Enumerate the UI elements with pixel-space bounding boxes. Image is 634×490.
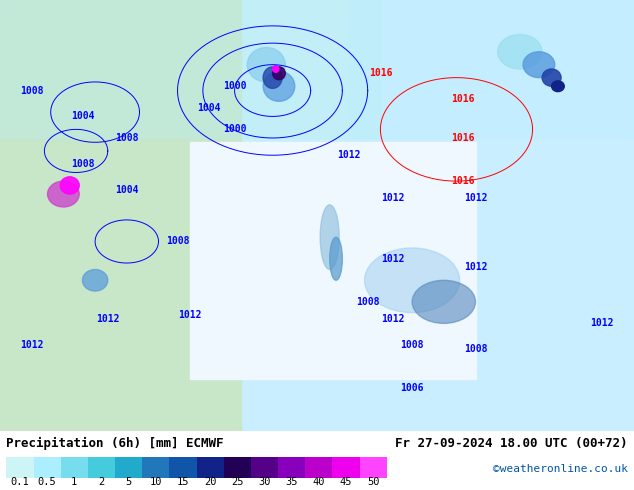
- Text: 1012: 1012: [381, 314, 405, 324]
- Bar: [88, 457, 115, 478]
- Bar: [278, 457, 305, 478]
- Text: 1008: 1008: [356, 297, 380, 307]
- Ellipse shape: [552, 81, 564, 92]
- Text: 10: 10: [150, 476, 162, 487]
- Text: 2: 2: [98, 476, 105, 487]
- Bar: [190, 142, 476, 379]
- Text: 50: 50: [367, 476, 379, 487]
- Text: 1: 1: [71, 476, 77, 487]
- Text: 1008: 1008: [165, 237, 190, 246]
- Text: 1016: 1016: [451, 176, 475, 186]
- Text: Fr 27-09-2024 18.00 UTC (00+72): Fr 27-09-2024 18.00 UTC (00+72): [395, 437, 628, 450]
- Text: 45: 45: [340, 476, 353, 487]
- Ellipse shape: [523, 52, 555, 77]
- Bar: [197, 457, 224, 478]
- Text: 0.1: 0.1: [11, 476, 29, 487]
- Ellipse shape: [273, 66, 279, 72]
- Ellipse shape: [365, 248, 460, 313]
- Bar: [142, 457, 169, 478]
- Text: 1006: 1006: [400, 383, 424, 393]
- Bar: [61, 457, 88, 478]
- Text: 1012: 1012: [463, 262, 488, 272]
- Ellipse shape: [412, 280, 476, 323]
- Text: 1000: 1000: [223, 81, 247, 91]
- Ellipse shape: [330, 237, 342, 280]
- Ellipse shape: [60, 177, 79, 194]
- Text: 1012: 1012: [381, 194, 405, 203]
- Text: 1000: 1000: [223, 124, 247, 134]
- Bar: [349, 0, 634, 138]
- Ellipse shape: [273, 67, 285, 80]
- Ellipse shape: [82, 270, 108, 291]
- Text: 20: 20: [204, 476, 216, 487]
- Text: 1012: 1012: [381, 254, 405, 264]
- Bar: [34, 457, 61, 478]
- Text: 1008: 1008: [400, 340, 424, 350]
- Bar: [305, 457, 332, 478]
- Text: 5: 5: [126, 476, 132, 487]
- FancyArrow shape: [387, 458, 396, 477]
- Text: 1012: 1012: [463, 194, 488, 203]
- Text: ©weatheronline.co.uk: ©weatheronline.co.uk: [493, 464, 628, 473]
- Text: 1012: 1012: [590, 318, 614, 328]
- Text: 15: 15: [177, 476, 189, 487]
- Bar: [251, 457, 278, 478]
- Text: 30: 30: [258, 476, 271, 487]
- Text: 1004: 1004: [197, 103, 221, 113]
- Text: 1008: 1008: [20, 86, 44, 96]
- Bar: [6, 457, 34, 478]
- Text: 1008: 1008: [463, 344, 488, 354]
- Text: 1016: 1016: [368, 68, 392, 78]
- Bar: [0, 0, 380, 138]
- Text: 1008: 1008: [70, 159, 94, 169]
- Ellipse shape: [48, 181, 79, 207]
- Text: 1016: 1016: [451, 133, 475, 143]
- Text: 1012: 1012: [178, 310, 202, 320]
- Text: 1016: 1016: [451, 94, 475, 104]
- Text: Precipitation (6h) [mm] ECMWF: Precipitation (6h) [mm] ECMWF: [6, 437, 224, 450]
- Ellipse shape: [263, 67, 282, 88]
- Text: 1004: 1004: [70, 111, 94, 122]
- Text: 1012: 1012: [96, 314, 120, 324]
- Bar: [0, 0, 241, 431]
- Text: 25: 25: [231, 476, 243, 487]
- Ellipse shape: [247, 48, 285, 82]
- Bar: [115, 457, 142, 478]
- Bar: [332, 457, 359, 478]
- Ellipse shape: [263, 71, 295, 101]
- Text: 1012: 1012: [337, 150, 361, 160]
- Text: 1004: 1004: [115, 185, 139, 195]
- Text: 35: 35: [285, 476, 298, 487]
- Text: 40: 40: [313, 476, 325, 487]
- Ellipse shape: [498, 34, 542, 69]
- Text: 1008: 1008: [115, 133, 139, 143]
- Text: 0.5: 0.5: [37, 476, 56, 487]
- Bar: [224, 457, 251, 478]
- Ellipse shape: [542, 69, 561, 86]
- Ellipse shape: [320, 205, 339, 270]
- Text: 1012: 1012: [20, 340, 44, 350]
- Bar: [169, 457, 197, 478]
- Bar: [359, 457, 387, 478]
